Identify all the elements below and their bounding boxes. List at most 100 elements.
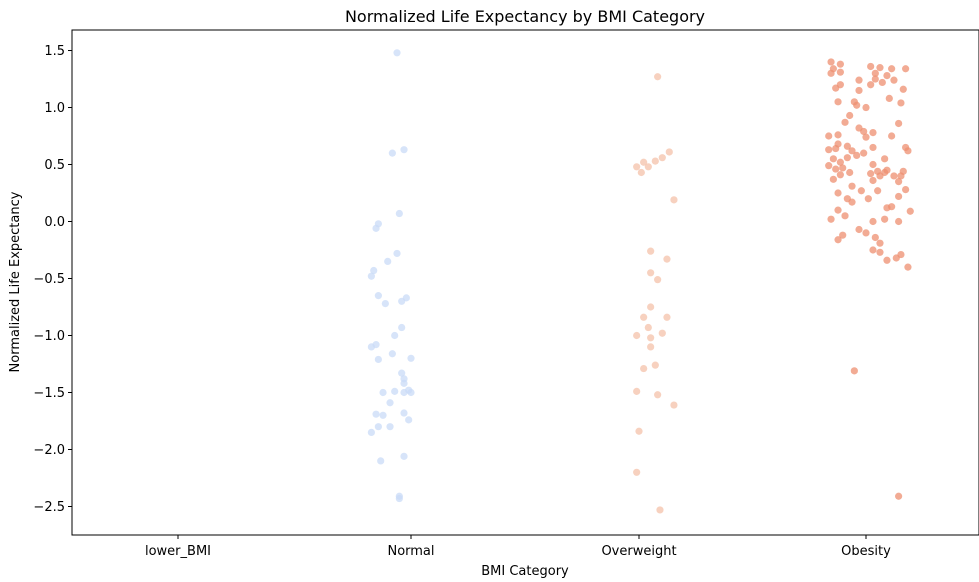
data-point <box>883 71 891 80</box>
y-tick-label: 1.5 <box>44 44 65 59</box>
data-point <box>862 103 870 112</box>
data-point <box>881 155 889 163</box>
data-point <box>635 427 643 435</box>
data-point <box>857 187 865 195</box>
data-point <box>850 367 858 375</box>
y-tick-label: 1.0 <box>44 101 65 116</box>
data-point <box>855 225 863 234</box>
data-point <box>647 247 655 255</box>
data-point <box>395 209 403 218</box>
data-point <box>651 157 659 165</box>
x-tick-label: lower_BMI <box>145 544 211 559</box>
data-point <box>825 132 833 140</box>
data-point <box>869 128 877 137</box>
data-point <box>640 158 648 166</box>
data-point <box>372 224 380 232</box>
data-point <box>878 78 886 87</box>
data-point <box>876 64 884 72</box>
data-point <box>654 391 662 399</box>
data-point <box>855 86 863 95</box>
y-tick-label: 0.0 <box>44 215 65 230</box>
data-point <box>670 401 678 409</box>
data-point <box>871 233 879 242</box>
data-point <box>869 246 877 254</box>
data-point <box>876 239 884 247</box>
data-point <box>400 409 408 417</box>
data-point <box>888 65 896 73</box>
data-point <box>400 146 408 154</box>
data-point <box>393 49 401 57</box>
data-point <box>841 212 849 220</box>
y-tick-label: −1.5 <box>33 386 65 401</box>
data-point <box>902 185 910 194</box>
data-point <box>876 248 884 256</box>
data-point <box>391 387 399 395</box>
data-point <box>841 118 849 126</box>
data-point <box>871 69 879 77</box>
data-point <box>827 58 835 66</box>
data-point <box>633 468 641 476</box>
data-point <box>633 163 641 171</box>
data-point <box>663 313 671 321</box>
data-point <box>906 207 914 215</box>
data-point <box>832 144 840 153</box>
data-point <box>883 166 891 174</box>
data-point <box>867 62 875 71</box>
data-point <box>405 416 413 424</box>
data-point <box>367 428 375 437</box>
data-point <box>869 143 877 152</box>
data-point <box>386 399 394 407</box>
data-point <box>388 149 396 157</box>
data-point <box>874 187 882 195</box>
data-point <box>846 111 854 120</box>
data-point <box>825 146 833 154</box>
data-point <box>876 172 884 180</box>
data-point <box>869 160 877 169</box>
data-point <box>398 369 406 377</box>
y-tick-label: −0.5 <box>33 272 65 287</box>
y-tick-label: −2.5 <box>33 500 65 515</box>
data-point <box>836 171 844 179</box>
data-point <box>398 323 406 332</box>
data-point <box>897 99 905 107</box>
data-point <box>640 364 648 373</box>
data-point <box>372 410 380 418</box>
y-axis: 1.5 1.0 0.5 0.0 −0.5 −1.0 −1.5 −2.0 −2.5 <box>33 44 72 515</box>
data-point <box>644 163 652 171</box>
data-point <box>400 388 408 397</box>
data-point <box>658 154 666 162</box>
data-point <box>658 329 666 337</box>
data-point <box>848 182 856 190</box>
y-tick-label: −2.0 <box>33 443 65 458</box>
data-point <box>391 331 399 340</box>
data-point <box>825 162 833 170</box>
data-point <box>827 215 835 223</box>
data-point <box>890 76 898 84</box>
data-point <box>869 176 877 185</box>
data-point <box>881 215 889 223</box>
data-point <box>647 303 655 311</box>
points-layer <box>367 49 914 514</box>
data-point <box>670 196 678 204</box>
data-point <box>867 81 875 89</box>
data-point <box>834 131 842 139</box>
x-tick-label: Overweight <box>601 544 676 559</box>
data-point <box>370 266 378 275</box>
data-point <box>843 154 851 162</box>
data-point <box>381 299 389 308</box>
data-point <box>398 297 406 305</box>
data-point <box>663 255 671 263</box>
data-point <box>883 256 891 264</box>
data-point <box>377 457 385 465</box>
data-point <box>832 165 840 173</box>
data-point <box>388 350 396 358</box>
data-point <box>829 175 837 183</box>
data-point <box>834 206 842 214</box>
data-point <box>885 94 893 102</box>
data-point <box>888 132 896 140</box>
data-point <box>836 60 844 68</box>
chart-title: Normalized Life Expectancy by BMI Catego… <box>345 7 705 26</box>
data-point <box>899 85 907 93</box>
data-point <box>895 217 903 226</box>
